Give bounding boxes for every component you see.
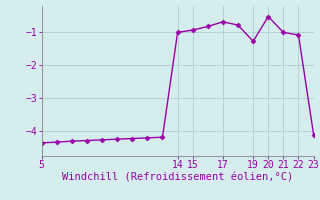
X-axis label: Windchill (Refroidissement éolien,°C): Windchill (Refroidissement éolien,°C): [62, 173, 293, 183]
